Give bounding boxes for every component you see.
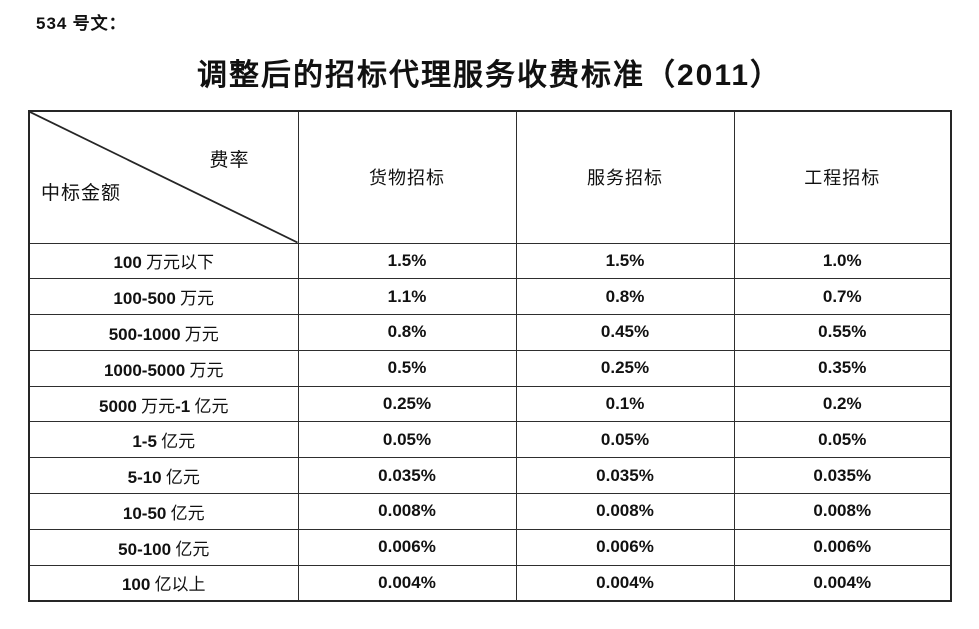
column-header-engineering: 工程招标	[733, 110, 952, 244]
fee-value-services-cell: 0.45%	[515, 314, 735, 351]
fee-value-engineering-cell: 0.006%	[733, 528, 952, 566]
fee-value-services-cell: 0.008%	[515, 493, 735, 530]
page-title: 调整后的招标代理服务收费标准（2011）	[196, 59, 783, 92]
fee-value-services-cell: 0.25%	[515, 349, 735, 387]
fee-value-goods-cell: 1.1%	[297, 278, 517, 316]
header-row: 费率 中标金额 货物招标 服务招标 工程招标	[28, 110, 952, 244]
fee-value-engineering-cell: 0.008%	[733, 493, 952, 530]
fee-value-engineering-cell: 0.05%	[733, 421, 952, 459]
fee-value-goods-cell: 0.8%	[297, 314, 517, 351]
table-body: 100 万元以下 1.5% 1.5% 1.0% 100-500 万元 1.1% …	[28, 242, 952, 602]
diagonal-divider-line	[30, 112, 297, 242]
column-header-goods: 货物招标	[297, 110, 517, 244]
doc-number-label: 534 号文：	[36, 14, 127, 33]
table-row: 100 万元以下 1.5% 1.5% 1.0%	[28, 242, 952, 280]
fee-value-goods-cell: 1.5%	[297, 242, 517, 280]
fee-value-goods-cell: 0.004%	[297, 564, 517, 602]
table-row: 5000 万元-1 亿元 0.25% 0.1% 0.2%	[28, 385, 952, 423]
fee-value-services-cell: 0.1%	[515, 385, 735, 423]
fee-value-goods-cell: 0.25%	[297, 385, 517, 423]
amount-range-cell: 100-500 万元	[28, 278, 299, 316]
amount-range-cell: 5000 万元-1 亿元	[28, 385, 299, 423]
fee-value-engineering-cell: 0.004%	[733, 564, 952, 602]
fee-value-services-cell: 1.5%	[515, 242, 735, 280]
table-row: 1000-5000 万元 0.5% 0.25% 0.35%	[28, 349, 952, 387]
corner-cell: 费率 中标金额	[28, 110, 299, 244]
table-row: 1-5 亿元 0.05% 0.05% 0.05%	[28, 421, 952, 459]
fee-value-engineering-cell: 0.7%	[733, 278, 952, 316]
fee-value-engineering-cell: 0.35%	[733, 349, 952, 387]
fee-value-services-cell: 0.006%	[515, 528, 735, 566]
table-row: 100-500 万元 1.1% 0.8% 0.7%	[28, 278, 952, 316]
fee-value-services-cell: 0.8%	[515, 278, 735, 316]
fee-rate-table: 费率 中标金额 货物招标 服务招标 工程招标 100 万元以下 1.5% 1.5…	[28, 110, 952, 602]
table-row: 100 亿以上 0.004% 0.004% 0.004%	[28, 564, 952, 602]
table-row: 10-50 亿元 0.008% 0.008% 0.008%	[28, 493, 952, 530]
table-row: 500-1000 万元 0.8% 0.45% 0.55%	[28, 314, 952, 351]
amount-range-cell: 100 亿以上	[28, 564, 299, 602]
fee-value-engineering-cell: 0.2%	[733, 385, 952, 423]
amount-range-cell: 1-5 亿元	[28, 421, 299, 459]
amount-range-cell: 5-10 亿元	[28, 457, 299, 495]
fee-value-services-cell: 0.035%	[515, 457, 735, 495]
fee-value-engineering-cell: 0.035%	[733, 457, 952, 495]
fee-value-engineering-cell: 0.55%	[733, 314, 952, 351]
fee-value-goods-cell: 0.05%	[297, 421, 517, 459]
amount-range-cell: 50-100 亿元	[28, 528, 299, 566]
column-header-services: 服务招标	[515, 110, 735, 244]
fee-value-goods-cell: 0.5%	[297, 349, 517, 387]
corner-label-rate: 费率	[209, 150, 250, 171]
fee-value-engineering-cell: 1.0%	[733, 242, 952, 280]
fee-value-goods-cell: 0.006%	[297, 528, 517, 566]
amount-range-cell: 1000-5000 万元	[28, 349, 299, 387]
fee-value-services-cell: 0.004%	[515, 564, 735, 602]
fee-value-goods-cell: 0.035%	[297, 457, 517, 495]
amount-range-cell: 500-1000 万元	[28, 314, 299, 351]
amount-range-cell: 10-50 亿元	[28, 493, 299, 530]
table-row: 50-100 亿元 0.006% 0.006% 0.006%	[28, 528, 952, 566]
amount-range-cell: 100 万元以下	[28, 242, 299, 280]
fee-value-goods-cell: 0.008%	[297, 493, 517, 530]
table-row: 5-10 亿元 0.035% 0.035% 0.035%	[28, 457, 952, 495]
fee-value-services-cell: 0.05%	[515, 421, 735, 459]
corner-label-amount: 中标金额	[41, 183, 122, 204]
